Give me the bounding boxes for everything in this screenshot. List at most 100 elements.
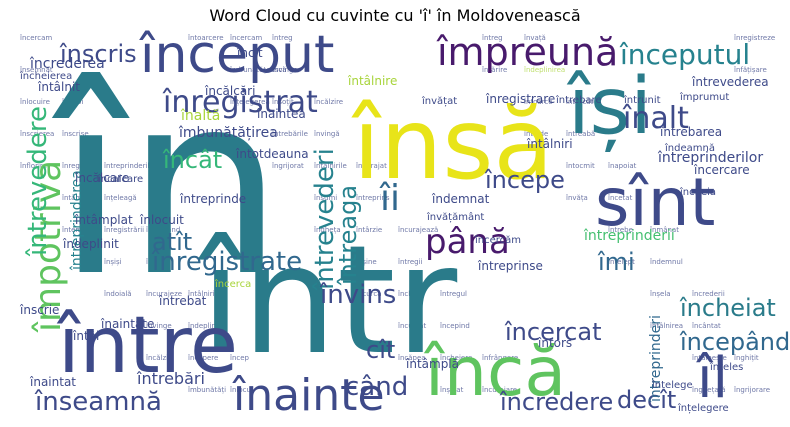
word-144: înșiși bbox=[103, 258, 122, 266]
word-115: încetat bbox=[607, 194, 633, 202]
word-113: îndeplinirea bbox=[523, 66, 565, 74]
word-112: încurajare bbox=[481, 386, 517, 394]
word-22: începe bbox=[484, 166, 565, 194]
word-103: înțeleg bbox=[145, 258, 170, 267]
word-12: începutul bbox=[619, 38, 750, 71]
word-41: întreprinderii bbox=[583, 228, 675, 244]
word-33: încredere bbox=[499, 388, 613, 416]
word-108: întreprins bbox=[355, 194, 390, 202]
word-106: învinge bbox=[271, 66, 298, 74]
word-147: îmbunătățească bbox=[229, 66, 287, 75]
word-77: înțelegere bbox=[677, 402, 729, 414]
word-129: întâlnirile bbox=[313, 162, 347, 170]
word-84: întâi bbox=[72, 329, 99, 343]
word-171: încăpea bbox=[397, 354, 426, 362]
word-19: încât bbox=[162, 146, 222, 174]
word-91: încurajează bbox=[397, 226, 438, 234]
word-130: întârzie bbox=[355, 226, 382, 234]
word-79: încheia bbox=[679, 186, 716, 198]
word-71: întreprinde bbox=[179, 192, 246, 206]
word-114: întreabă bbox=[565, 130, 595, 138]
word-36: înaintat bbox=[29, 375, 76, 389]
word-163: îndoială bbox=[103, 290, 132, 298]
word-45: înregistrare bbox=[485, 92, 555, 106]
word-31: cît bbox=[366, 336, 395, 364]
word-87: îndeamnă bbox=[664, 142, 715, 154]
word-0: în bbox=[51, 40, 284, 331]
word-118: îngrijorare bbox=[733, 386, 770, 394]
word-53: încheierea bbox=[19, 70, 72, 82]
word-57: încercam bbox=[19, 34, 52, 42]
word-83: înlocuit bbox=[139, 213, 184, 227]
word-166: înțelegerea bbox=[229, 98, 270, 107]
word-143: întâmpla bbox=[61, 194, 93, 202]
word-25: întrevedere bbox=[23, 106, 53, 257]
word-156: învăța bbox=[565, 194, 588, 203]
word-132: încheiere bbox=[439, 354, 472, 362]
word-48: întrunit bbox=[623, 94, 661, 106]
word-75: înțeles bbox=[709, 361, 743, 373]
word-56: încălcări bbox=[204, 84, 255, 98]
word-140: întâlnește bbox=[691, 354, 727, 362]
word-5: își bbox=[566, 62, 652, 152]
word-38: îmbunătățirea bbox=[178, 125, 278, 141]
word-40: întreprinderilor bbox=[657, 150, 763, 166]
word-165: întoarcere bbox=[187, 34, 224, 42]
word-98: încrederii bbox=[691, 290, 725, 298]
word-62: învățământ bbox=[426, 211, 484, 223]
word-159: înghețată bbox=[691, 386, 726, 395]
word-47: întrevederea bbox=[691, 75, 769, 89]
word-120: înregistrată bbox=[61, 162, 102, 170]
word-110: începind bbox=[439, 322, 470, 330]
word-151: înșine bbox=[355, 258, 377, 266]
word-93: înfrângere bbox=[481, 354, 518, 362]
word-1: într bbox=[197, 214, 458, 388]
word-54: încercare bbox=[693, 163, 750, 177]
word-138: înșela bbox=[649, 290, 671, 298]
word-137: întrebe bbox=[607, 226, 633, 234]
word-13: până bbox=[425, 222, 510, 262]
word-69: întrebat bbox=[158, 294, 207, 308]
word-167: îngrijorat bbox=[271, 162, 304, 170]
word-158: întâlnirea bbox=[649, 322, 683, 330]
word-121: înregistrării bbox=[103, 226, 144, 234]
word-27: învins bbox=[319, 280, 396, 310]
word-95: întrucât bbox=[565, 98, 594, 106]
chart-title: Word Cloud cu cuvinte cu 'î' în Moldoven… bbox=[209, 6, 581, 25]
word-141: înregistreze bbox=[733, 34, 775, 42]
word-9: înainte bbox=[232, 370, 385, 421]
word-136: întocmit bbox=[565, 162, 595, 170]
word-160: înfățișare bbox=[733, 66, 767, 75]
word-28: încercat bbox=[504, 318, 602, 346]
word-64: încercăm bbox=[474, 234, 521, 246]
word-153: înșelat bbox=[439, 386, 464, 394]
word-66: întâmplat bbox=[74, 213, 133, 227]
word-74: încerca bbox=[214, 278, 251, 290]
word-24: înseamnă bbox=[34, 387, 162, 417]
word-145: învinge bbox=[145, 322, 172, 330]
word-85: înscrie bbox=[19, 303, 59, 317]
word-149: întrebările bbox=[271, 130, 308, 138]
word-122: încurajeze bbox=[145, 290, 182, 298]
word-117: încântat bbox=[691, 322, 721, 330]
word-60: înaintate bbox=[100, 317, 154, 331]
word-101: înscrise bbox=[61, 130, 89, 138]
word-68: întors bbox=[537, 336, 572, 350]
word-6: sînt bbox=[595, 164, 715, 241]
word-26: întrevederi bbox=[310, 148, 340, 291]
word-134: întoarce bbox=[523, 98, 553, 106]
word-58: întotdeauna bbox=[235, 147, 309, 161]
word-94: învață bbox=[523, 34, 546, 43]
word-152: încurcat bbox=[397, 322, 427, 330]
word-123: încăpere bbox=[187, 354, 218, 362]
word-154: întărire bbox=[481, 66, 507, 74]
word-49: împrumut bbox=[679, 91, 729, 103]
word-11: înregistrat bbox=[162, 85, 318, 120]
word-157: înțelept bbox=[607, 258, 635, 267]
word-7: început bbox=[139, 25, 334, 85]
word-107: învingă bbox=[313, 130, 340, 138]
word-4: încă bbox=[423, 333, 566, 412]
word-155: întinde bbox=[523, 130, 548, 138]
word-116: îndemnul bbox=[649, 258, 683, 266]
